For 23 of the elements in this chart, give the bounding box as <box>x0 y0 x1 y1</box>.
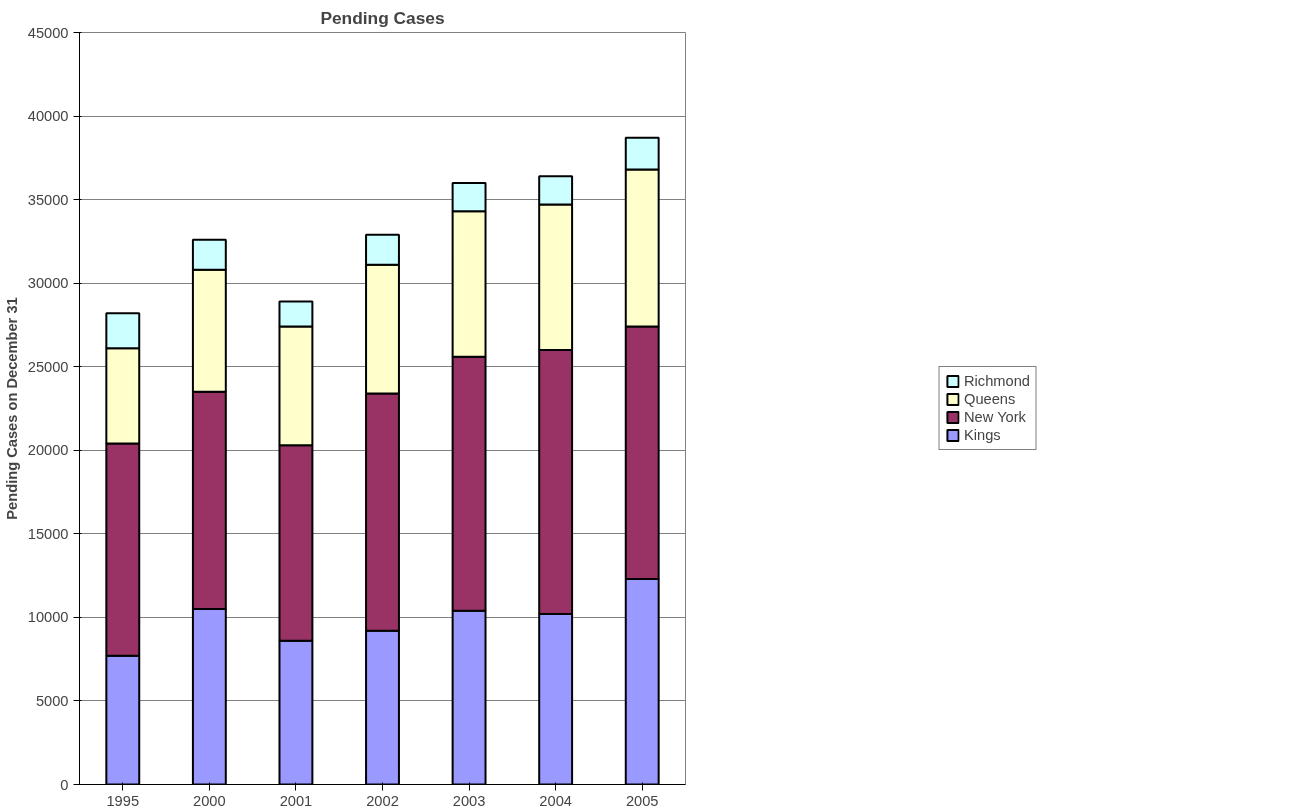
y-tick-label: 40000 <box>27 108 69 125</box>
x-tick-label: 2003 <box>452 792 486 809</box>
legend-label: Kings <box>964 427 1001 443</box>
legend-label: Richmond <box>964 373 1030 389</box>
chart-title: Pending Cases <box>320 7 445 28</box>
y-tick-label: 35000 <box>27 191 69 208</box>
legend-label: New York <box>964 409 1026 425</box>
x-tick-label: 1995 <box>106 792 140 809</box>
x-tick-label: 2000 <box>193 792 226 809</box>
y-tick-label: 10000 <box>27 609 69 626</box>
x-tick-label: 2005 <box>625 792 659 809</box>
y-tick-label: 45000 <box>27 24 69 41</box>
x-tick-label: 2004 <box>539 792 572 809</box>
y-axis-title: Pending Cases on December 31 <box>3 297 20 520</box>
x-tick-label: 2002 <box>366 792 399 809</box>
y-tick-label: 30000 <box>27 275 69 292</box>
y-tick-label: 0 <box>60 776 69 793</box>
y-tick-label: 15000 <box>27 525 69 542</box>
x-tick-label: 2001 <box>279 792 313 809</box>
y-tick-label: 25000 <box>27 358 69 375</box>
legend-label: Queens <box>964 391 1016 407</box>
y-tick-label: 5000 <box>35 692 69 709</box>
y-tick-label: 20000 <box>27 442 69 459</box>
